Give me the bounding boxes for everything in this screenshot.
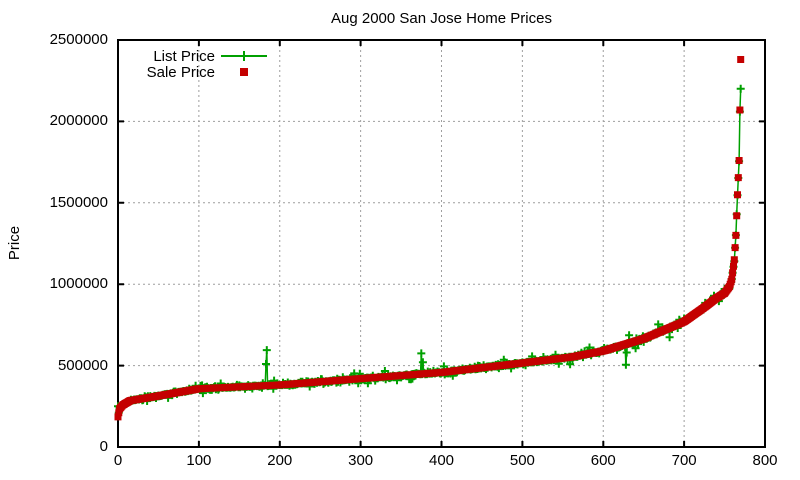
chart-title: Aug 2000 San Jose Home Prices <box>331 10 552 27</box>
list-price-sample-icon <box>215 49 273 63</box>
y-tick-label: 2500000 <box>49 31 108 48</box>
x-tick-label: 700 <box>671 452 697 469</box>
legend-label-list-price: List Price <box>153 47 215 65</box>
legend-item-sale-price: Sale Price <box>100 63 273 81</box>
x-tick-label: 0 <box>113 452 123 469</box>
x-tick-label: 200 <box>267 452 293 469</box>
legend-item-list-price: List Price <box>100 47 273 65</box>
y-tick-label: 1000000 <box>49 275 108 293</box>
y-tick-label: 500000 <box>57 356 108 374</box>
y-tick-label: 2000000 <box>49 112 108 130</box>
x-tick-label: 300 <box>348 452 374 469</box>
x-tick-label: 600 <box>590 452 616 469</box>
y-tick-label: 0 <box>99 438 108 455</box>
x-tick-label: 500 <box>509 452 535 469</box>
x-tick-label: 400 <box>428 452 455 469</box>
sale-price-sample-icon <box>215 65 273 79</box>
x-tick-label: 800 <box>752 452 778 469</box>
x-tick-label: 100 <box>186 452 212 469</box>
legend-label-sale-price: Sale Price <box>146 63 215 81</box>
y-tick-label: 1500000 <box>49 193 108 211</box>
